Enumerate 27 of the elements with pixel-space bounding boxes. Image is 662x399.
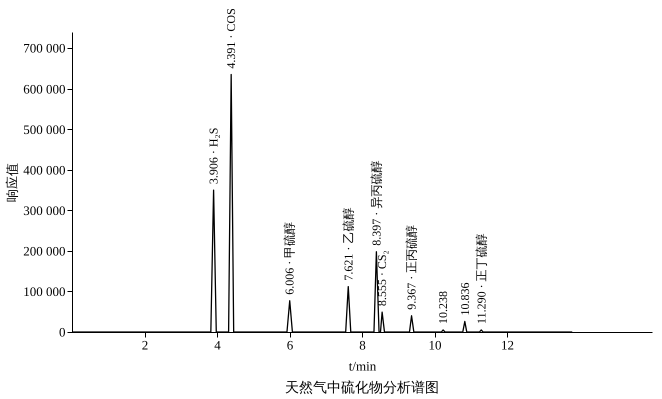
annotation: 10.836 bbox=[458, 282, 472, 316]
annotation: 11.290 · 正丁硫醇 bbox=[474, 233, 488, 324]
annotation: 8.397 · 异丙硫醇 bbox=[369, 160, 384, 246]
y-tick-label: 500 000 bbox=[23, 122, 66, 137]
y-tick-label: 600 000 bbox=[23, 81, 66, 96]
y-tick-label: 700 000 bbox=[23, 40, 66, 56]
y-tick-label: 400 000 bbox=[23, 162, 66, 178]
y-tick-label: 300 000 bbox=[23, 202, 66, 218]
x-tick-label: 12 bbox=[501, 338, 514, 352]
x-tick-label: 8 bbox=[359, 338, 366, 352]
x-tick-label: 10 bbox=[428, 338, 442, 352]
annotation: 10.238 bbox=[436, 290, 450, 324]
y-tick-label: 100 000 bbox=[23, 284, 66, 299]
annotation: 9.367 · 正丙硫醇 bbox=[404, 224, 419, 310]
x-tick-label: 6 bbox=[286, 338, 294, 352]
annotation: 6.006 · 甲硫醇 bbox=[282, 222, 297, 295]
text: 天然气中硫化物分析谱图 bbox=[285, 380, 439, 396]
y-axis-title: 响应值 bbox=[4, 163, 20, 202]
annotation: 8.555 · CS₂ bbox=[375, 250, 390, 306]
annotation: 7.621 · 乙硫醇 bbox=[341, 208, 356, 281]
y-tick-label: 0 bbox=[59, 324, 66, 340]
x-tick-label: 2 bbox=[142, 338, 148, 352]
x-axis-title: t/min bbox=[348, 358, 377, 374]
x-tick-label: 4 bbox=[214, 338, 222, 352]
y-tick-label: 200 000 bbox=[23, 243, 66, 258]
annotation: 4.391 · COS bbox=[224, 8, 238, 69]
annotation: 3.906 · H₂S bbox=[206, 128, 221, 184]
